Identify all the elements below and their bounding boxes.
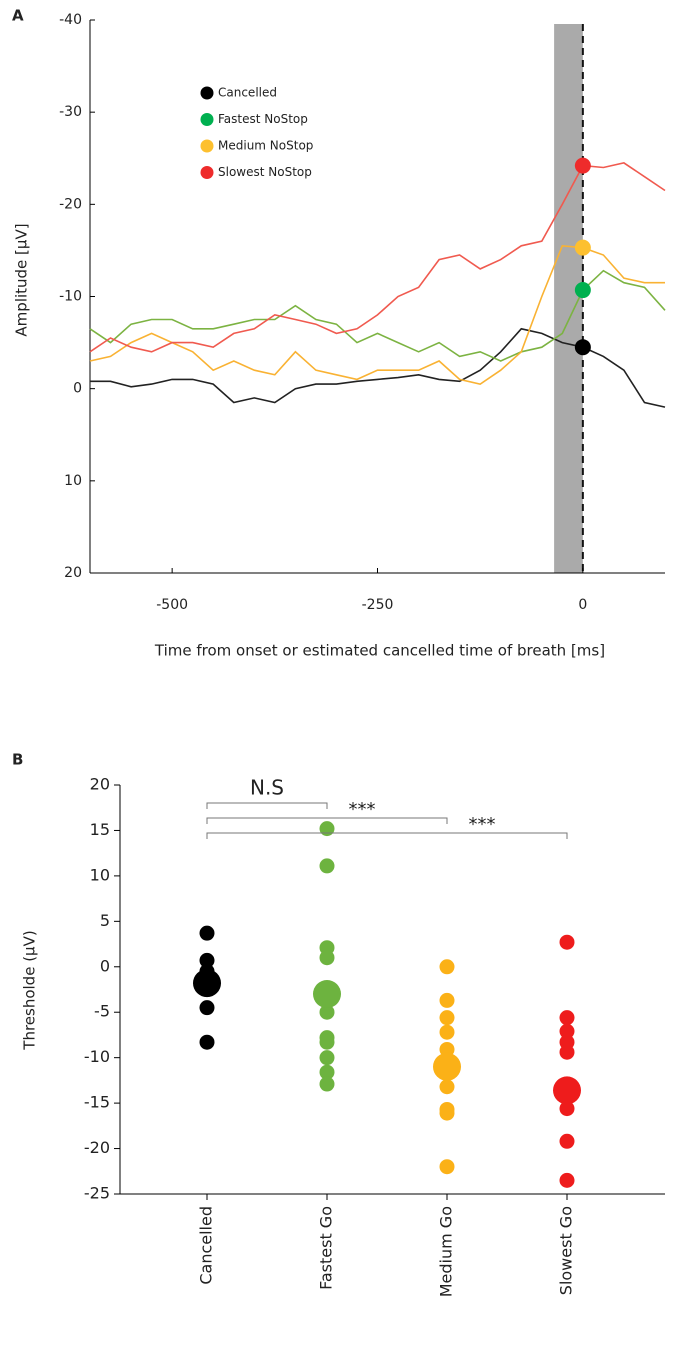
y-tick-label: 5 (100, 911, 110, 930)
x-tick-label: -250 (362, 597, 394, 613)
y-tick-label: -20 (59, 196, 82, 212)
y-axis-label: Thresholde (μV) (21, 930, 39, 1050)
mean-point (433, 1052, 461, 1081)
data-point (319, 821, 335, 837)
x-tick-label: Cancelled (197, 1206, 216, 1285)
y-tick-label: -40 (59, 12, 82, 28)
legend-label: Medium NoStop (218, 139, 313, 153)
data-point (199, 925, 215, 941)
y-tick-label: -15 (84, 1093, 110, 1112)
legend-label: Slowest NoStop (218, 165, 312, 179)
mean-point (313, 980, 341, 1009)
series-line (90, 327, 666, 408)
legend-swatch (200, 113, 214, 126)
data-point (199, 1034, 215, 1050)
data-point (439, 1105, 455, 1121)
series-line (89, 244, 665, 385)
y-tick-label: 20 (90, 775, 110, 794)
data-point (319, 1004, 335, 1020)
data-point (319, 1064, 335, 1080)
data-point (319, 858, 335, 874)
y-tick-label: 0 (73, 381, 82, 397)
data-point (559, 1044, 575, 1060)
series-line (89, 162, 666, 353)
data-point (559, 1172, 575, 1188)
data-point (559, 1101, 575, 1117)
significance-label: *** (349, 799, 376, 820)
significance-bracket (206, 802, 328, 809)
data-point (439, 992, 455, 1008)
data-point (559, 1133, 575, 1149)
x-axis-label: Time from onset or estimated cancelled t… (154, 642, 605, 660)
y-tick-label: 10 (64, 473, 82, 489)
data-point (439, 1041, 455, 1057)
significance-label: *** (469, 814, 496, 835)
panel-label: A (12, 7, 24, 25)
data-point (319, 1076, 335, 1092)
data-point (439, 1079, 455, 1095)
y-tick-label: -30 (59, 104, 82, 120)
data-point (559, 1023, 575, 1039)
data-point (439, 1024, 455, 1040)
data-point (319, 1034, 335, 1050)
y-tick-label: -25 (84, 1184, 110, 1203)
data-point (559, 934, 575, 950)
data-point (439, 1010, 455, 1026)
y-tick-label: 20 (64, 565, 82, 581)
legend-swatch (200, 139, 214, 153)
x-tick-label: Medium Go (437, 1206, 456, 1297)
y-tick-label: 10 (90, 865, 110, 884)
data-point (439, 1159, 455, 1175)
y-tick-label: -10 (59, 289, 82, 305)
series-line (89, 269, 666, 362)
data-point (199, 1000, 215, 1016)
x-tick-label: Fastest Go (317, 1206, 336, 1290)
y-axis-label: Amplitude [μV] (13, 223, 31, 336)
legend-swatch (200, 86, 214, 100)
panel-label: B (12, 751, 23, 769)
data-point (199, 952, 215, 968)
mean-point (553, 1076, 581, 1105)
legend-label: Fastest NoStop (218, 112, 308, 126)
x-tick-label: -500 (156, 597, 188, 613)
x-tick-label: 0 (578, 597, 587, 613)
legend-swatch (200, 166, 214, 179)
marker (574, 282, 591, 299)
y-tick-label: -5 (94, 1002, 110, 1021)
x-tick-label: Slowest Go (557, 1206, 576, 1295)
marker (574, 339, 591, 356)
data-point (439, 959, 455, 975)
significance-bracket (206, 817, 448, 824)
marker (574, 239, 591, 256)
y-tick-label: -20 (84, 1138, 110, 1157)
data-point (559, 1010, 575, 1026)
y-tick-label: -10 (84, 1047, 110, 1066)
y-tick-label: 15 (90, 820, 110, 839)
marker (574, 157, 591, 174)
significance-bracket (206, 832, 568, 839)
y-tick-label: 0 (100, 956, 110, 975)
data-point (319, 950, 335, 966)
significance-label: N.S (250, 776, 284, 800)
data-point (319, 1050, 335, 1066)
legend-label: Cancelled (218, 86, 277, 100)
mean-point (193, 969, 221, 998)
